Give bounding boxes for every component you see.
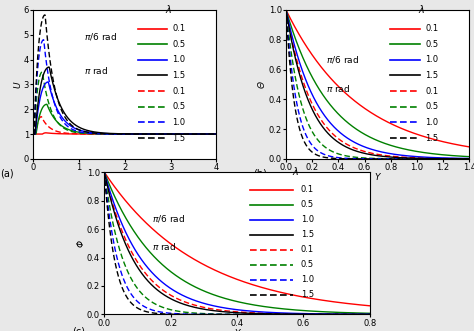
Text: $\pi/6$ rad: $\pi/6$ rad (152, 213, 185, 224)
Text: $\pi/6$ rad: $\pi/6$ rad (84, 31, 118, 42)
X-axis label: Y: Y (375, 173, 381, 182)
Text: (b): (b) (253, 169, 267, 179)
Text: 1.5: 1.5 (173, 133, 185, 143)
Text: 1.0: 1.0 (173, 118, 185, 127)
Text: 0.1: 0.1 (173, 24, 185, 33)
Text: 1.5: 1.5 (173, 71, 185, 80)
Text: 0.1: 0.1 (425, 24, 438, 33)
Text: 0.5: 0.5 (173, 102, 185, 111)
Text: 0.5: 0.5 (425, 102, 438, 111)
Text: $\pi$ rad: $\pi$ rad (152, 241, 176, 253)
Text: 0.1: 0.1 (425, 87, 438, 96)
Text: $\lambda$: $\lambda$ (418, 3, 425, 15)
X-axis label: Y: Y (234, 329, 240, 331)
Text: 0.5: 0.5 (301, 260, 314, 269)
Y-axis label: Θ: Θ (258, 81, 267, 88)
X-axis label: Y: Y (122, 173, 128, 182)
Text: 0.1: 0.1 (301, 245, 314, 254)
Text: 1.5: 1.5 (425, 133, 438, 143)
Text: $\pi/6$ rad: $\pi/6$ rad (326, 54, 359, 65)
Text: $\lambda$: $\lambda$ (165, 3, 173, 15)
Text: (a): (a) (0, 169, 14, 179)
Text: 1.0: 1.0 (425, 55, 438, 64)
Text: $\lambda$: $\lambda$ (292, 165, 299, 177)
Text: 1.0: 1.0 (301, 275, 314, 284)
Text: 1.0: 1.0 (173, 55, 185, 64)
Text: $\pi$ rad: $\pi$ rad (84, 65, 109, 76)
Text: 1.5: 1.5 (301, 230, 314, 239)
Text: $\pi$ rad: $\pi$ rad (326, 83, 351, 94)
Y-axis label: U: U (13, 81, 22, 88)
Text: 0.5: 0.5 (425, 40, 438, 49)
Text: 0.1: 0.1 (173, 87, 185, 96)
Text: 1.5: 1.5 (301, 290, 314, 299)
Text: 0.5: 0.5 (173, 40, 185, 49)
Text: 1.0: 1.0 (301, 215, 314, 224)
Text: (c): (c) (73, 326, 85, 331)
Text: 0.1: 0.1 (301, 185, 314, 194)
Y-axis label: Φ: Φ (76, 240, 85, 247)
Text: 1.5: 1.5 (425, 71, 438, 80)
Text: 1.0: 1.0 (425, 118, 438, 127)
Text: 0.5: 0.5 (301, 200, 314, 209)
